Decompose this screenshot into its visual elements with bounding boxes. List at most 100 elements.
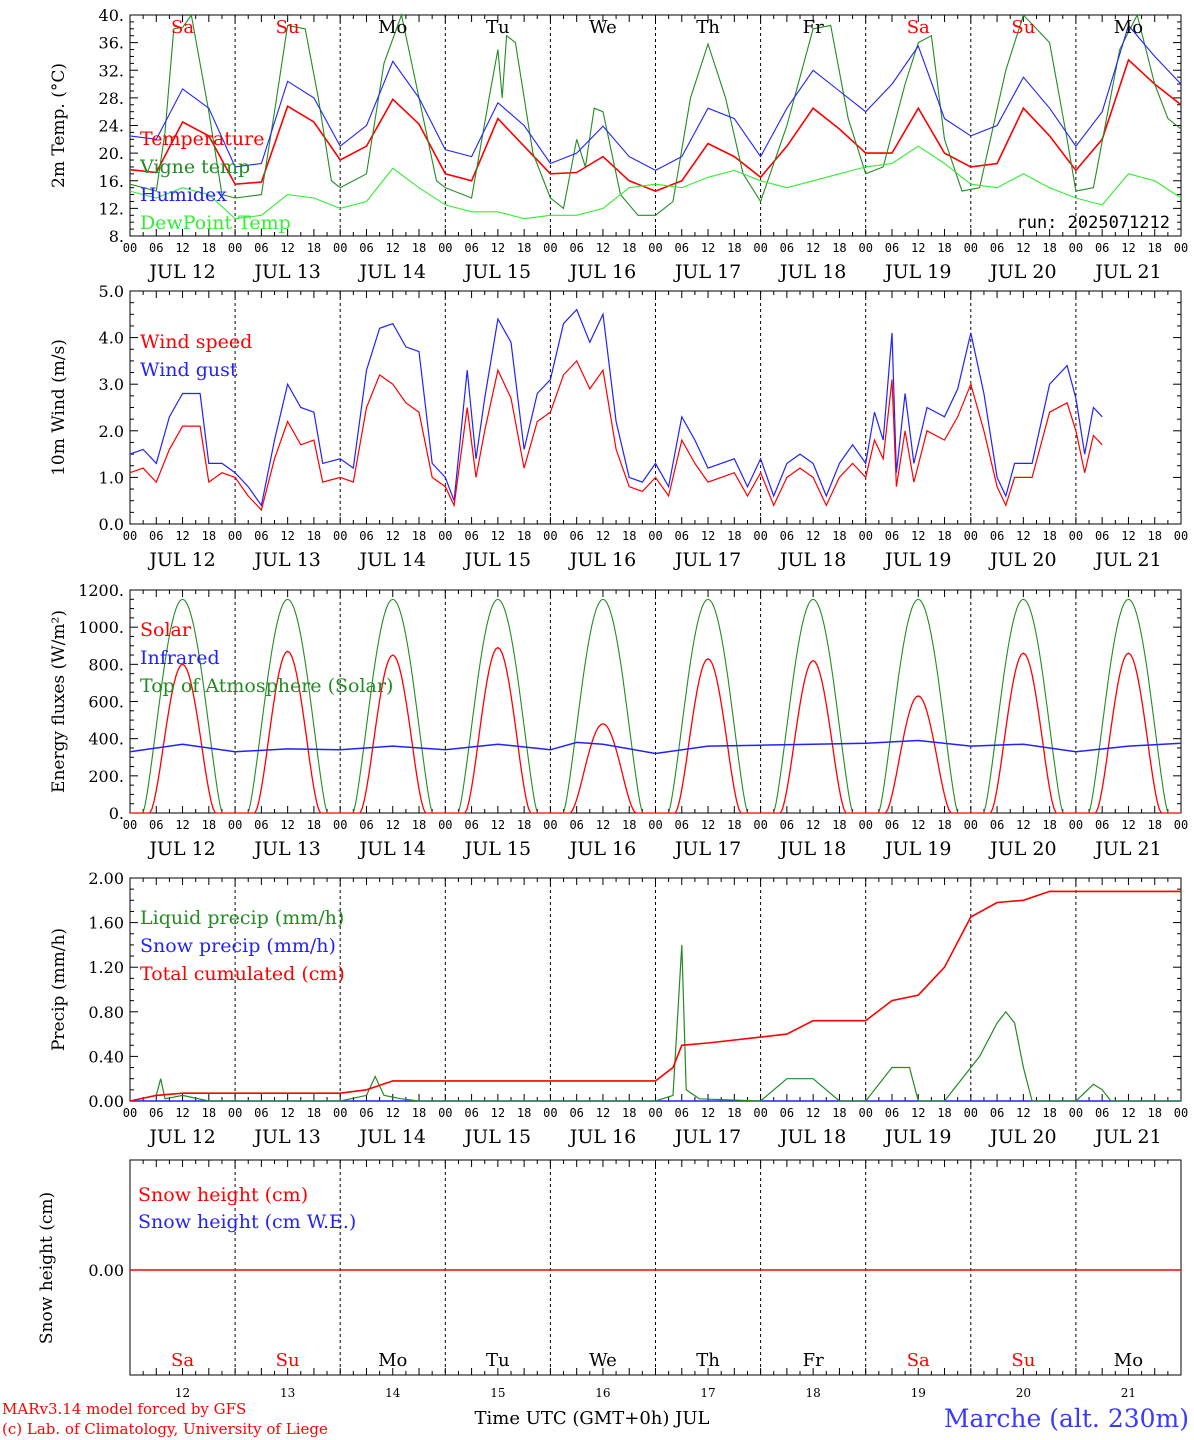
date-label: JUL 13 [252, 838, 320, 860]
date-label: JUL 14 [358, 1126, 426, 1148]
hour-tick-label: 06 [675, 241, 689, 255]
hour-tick-label: 06 [149, 241, 163, 255]
hour-tick-label: 18 [412, 818, 426, 832]
y-tick-label: 1200. [78, 581, 124, 600]
hour-tick-label: 06 [780, 1106, 794, 1120]
hour-tick-label: 00 [333, 818, 347, 832]
date-label: JUL 14 [358, 549, 426, 571]
hour-tick-label: 06 [254, 241, 268, 255]
hour-tick-label: 06 [254, 1106, 268, 1120]
series-line-solar [130, 646, 1181, 814]
hour-tick-label: 06 [464, 818, 478, 832]
y-tick-label: 0.00 [88, 1261, 124, 1280]
date-label: JUL 16 [568, 261, 636, 283]
y-axis-label: Precip (mm/h) [49, 928, 69, 1051]
hour-tick-label: 18 [1042, 529, 1056, 543]
hour-tick-label: 00 [123, 529, 137, 543]
legend-entry: Top of Atmosphere (Solar) [140, 675, 393, 697]
hour-tick-label: 12 [1016, 241, 1030, 255]
day-number-label: 21 [1121, 1386, 1136, 1400]
legend-entry: Total cumulated (cm) [140, 963, 345, 985]
hour-tick-label: 18 [517, 1106, 531, 1120]
hour-tick-label: 00 [123, 1106, 137, 1120]
hour-tick-label: 00 [438, 529, 452, 543]
y-tick-label: 1.20 [88, 958, 124, 977]
hour-tick-label: 06 [149, 1106, 163, 1120]
date-label: JUL 21 [1093, 838, 1161, 860]
series-line-vigne-temp [129, 12, 1182, 216]
date-label: JUL 19 [883, 261, 951, 283]
hour-tick-label: 12 [806, 818, 820, 832]
y-axis-label: Snow height (cm) [37, 1192, 57, 1344]
hour-tick-label: 18 [622, 1106, 636, 1120]
day-number-label: 13 [280, 1386, 295, 1400]
hour-tick-label: 06 [990, 818, 1004, 832]
hour-tick-label: 12 [806, 241, 820, 255]
hour-tick-label: 00 [1174, 1106, 1188, 1120]
hour-tick-label: 18 [517, 529, 531, 543]
series-line-humidex [129, 24, 1182, 172]
weekday-label: Sa [907, 1350, 930, 1371]
hour-tick-label: 00 [123, 241, 137, 255]
hour-tick-label: 06 [1095, 818, 1109, 832]
hour-tick-label: 18 [832, 529, 846, 543]
date-label: JUL 12 [147, 261, 215, 283]
hour-tick-label: 00 [858, 818, 872, 832]
weekday-label: Sa [171, 17, 194, 38]
date-label: JUL 16 [568, 549, 636, 571]
hour-tick-label: 00 [1174, 818, 1188, 832]
hour-tick-label: 18 [202, 1106, 216, 1120]
y-tick-label: 32. [99, 61, 124, 80]
legend-entry: Vigne temp [139, 156, 250, 178]
hour-tick-label: 00 [438, 241, 452, 255]
date-label: JUL 18 [778, 261, 846, 283]
hour-tick-label: 00 [1069, 241, 1083, 255]
hour-tick-label: 06 [569, 529, 583, 543]
hour-tick-label: 06 [254, 818, 268, 832]
series-line-temperature [129, 58, 1182, 192]
hour-tick-label: 00 [964, 529, 978, 543]
hour-tick-label: 12 [1121, 818, 1135, 832]
hour-tick-label: 00 [753, 241, 767, 255]
hour-tick-label: 12 [386, 241, 400, 255]
date-label: JUL 13 [252, 1126, 320, 1148]
y-tick-label: 40. [99, 6, 124, 25]
hour-tick-label: 00 [228, 241, 242, 255]
weekday-label: Tu [486, 1350, 510, 1371]
hour-tick-label: 18 [412, 529, 426, 543]
y-tick-label: 200. [88, 767, 124, 786]
date-label: JUL 15 [463, 549, 531, 571]
hour-tick-label: 12 [175, 1106, 189, 1120]
date-label: JUL 19 [883, 1126, 951, 1148]
hour-tick-label: 12 [175, 241, 189, 255]
hour-tick-label: 18 [727, 241, 741, 255]
hour-tick-label: 06 [359, 529, 373, 543]
hour-tick-label: 12 [280, 241, 294, 255]
hour-tick-label: 12 [491, 241, 505, 255]
hour-tick-label: 12 [596, 529, 610, 543]
legend-entry: Solar [140, 619, 192, 641]
hour-tick-label: 06 [359, 818, 373, 832]
y-axis-label: 10m Wind (m/s) [49, 339, 69, 476]
hour-tick-label: 18 [832, 241, 846, 255]
panel-frame [129, 589, 1182, 814]
date-label: JUL 21 [1093, 261, 1161, 283]
y-tick-label: 8. [109, 227, 124, 246]
hour-tick-label: 00 [333, 1106, 347, 1120]
hour-tick-label: 18 [307, 1106, 321, 1120]
hour-tick-label: 06 [990, 241, 1004, 255]
hour-tick-label: 12 [491, 1106, 505, 1120]
date-label: JUL 17 [673, 549, 741, 571]
date-label: JUL 15 [463, 1126, 531, 1148]
hour-tick-label: 06 [1095, 529, 1109, 543]
weekday-label: Mo [1114, 17, 1143, 38]
weekday-label: Mo [1114, 1350, 1143, 1371]
date-label: JUL 15 [463, 261, 531, 283]
footer-line-2: (c) Lab. of Climatology, University of L… [2, 1420, 328, 1438]
date-label: JUL 21 [1093, 1126, 1161, 1148]
legend-entry: Infrared [140, 647, 220, 669]
hour-tick-label: 06 [359, 241, 373, 255]
weekday-label: Su [1011, 1350, 1035, 1371]
day-number-label: 12 [175, 1386, 190, 1400]
date-label: JUL 12 [147, 1126, 215, 1148]
